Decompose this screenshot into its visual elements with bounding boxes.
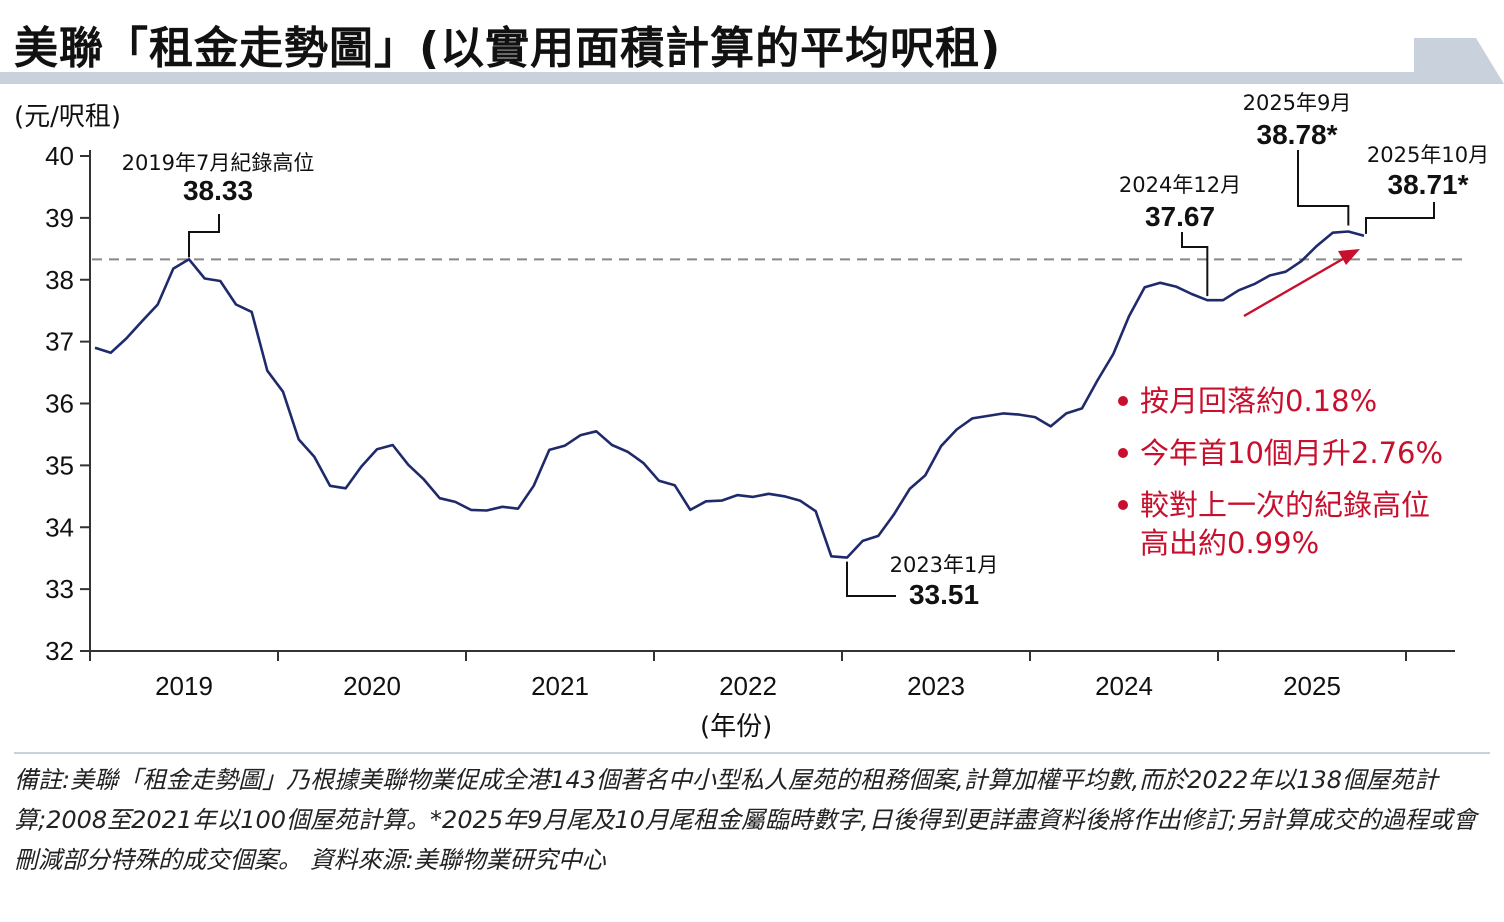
note-ytd-rise: 今年首10個月升2.76% (1118, 434, 1443, 472)
x-tick-label: 2021 (531, 671, 589, 701)
annotation-value: 33.51 (909, 579, 979, 610)
annotation-date: 2025年10月 (1367, 143, 1489, 167)
annotation-value: 38.78* (1257, 119, 1338, 150)
x-axis-label: (年份) (700, 712, 773, 742)
trend-arrow-shaft (1243, 254, 1349, 318)
bullet-dot (1118, 396, 1128, 406)
y-tick-label: 37 (45, 327, 74, 357)
note-text: 今年首10個月升2.76% (1140, 436, 1444, 470)
annotation-value: 37.67 (1145, 201, 1215, 232)
annotation-date: 2025年9月 (1243, 91, 1352, 115)
series-layer (94, 230, 1365, 559)
title-underline (0, 72, 1460, 84)
rent-series-line (94, 230, 1365, 559)
annotation-value: 38.33 (183, 175, 253, 206)
annotation-date: 2024年12月 (1119, 173, 1241, 197)
trend-arrow-head (1338, 249, 1360, 265)
bullet-dot (1118, 448, 1128, 458)
note-text: 較對上一次的紀錄高位 (1140, 488, 1431, 522)
y-axis-unit-label: (元/呎租) (14, 102, 122, 132)
note-text-cont: 高出約0.99% (1140, 526, 1320, 560)
x-tick-label: 2022 (719, 671, 777, 701)
note-record-compare: 較對上一次的紀錄高位 高出約0.99% (1118, 486, 1443, 562)
annotation-date: 2023年1月 (890, 553, 999, 577)
chart-title: 美聯「租金走勢圖」(以實用面積計算的平均呎租) (14, 23, 1002, 74)
y-tick-label: 34 (45, 512, 74, 542)
x-tick-label: 2023 (907, 671, 965, 701)
title-bar: 美聯「租金走勢圖」(以實用面積計算的平均呎租) (0, 0, 1504, 90)
y-tick-label: 33 (45, 574, 74, 604)
y-tick-label: 38 (45, 265, 74, 295)
axes (89, 150, 1465, 652)
annotation-leader (846, 561, 896, 597)
corner-tab-decoration (1414, 38, 1504, 84)
y-tick-label: 32 (45, 636, 74, 666)
x-axis-ticks: 2019 2020 2021 2022 2023 2024 2025 (89, 651, 1407, 701)
x-tick-label: 2019 (155, 671, 213, 701)
annotation-leader (1297, 150, 1350, 226)
annotation-leader (188, 214, 220, 258)
y-tick-label: 36 (45, 389, 74, 419)
annotation-value: 38.71* (1388, 169, 1469, 200)
x-tick-label: 2025 (1283, 671, 1341, 701)
note-monthly-drop: 按月回落約0.18% (1118, 382, 1443, 420)
x-tick-label: 2024 (1095, 671, 1153, 701)
annotation-leader (1365, 202, 1435, 234)
bullet-dot (1118, 500, 1128, 510)
notes-panel: 按月回落約0.18% 今年首10個月升2.76% 較對上一次的紀錄高位 高出約0… (1118, 382, 1443, 576)
footnote-divider (14, 752, 1490, 754)
note-text: 按月回落約0.18% (1140, 384, 1378, 418)
annotation-date: 2019年7月紀錄高位 (122, 151, 315, 175)
y-tick-label: 35 (45, 450, 74, 480)
y-axis-ticks: 40 39 38 37 36 35 34 33 32 (45, 141, 90, 666)
y-tick-label: 40 (45, 141, 74, 171)
y-tick-label: 39 (45, 203, 74, 233)
annotation-leader (1181, 232, 1209, 297)
footnote: 備註:美聯「租金走勢圖」乃根據美聯物業促成全港143個著名中小型私人屋苑的租務個… (14, 766, 1477, 874)
x-tick-label: 2020 (343, 671, 401, 701)
